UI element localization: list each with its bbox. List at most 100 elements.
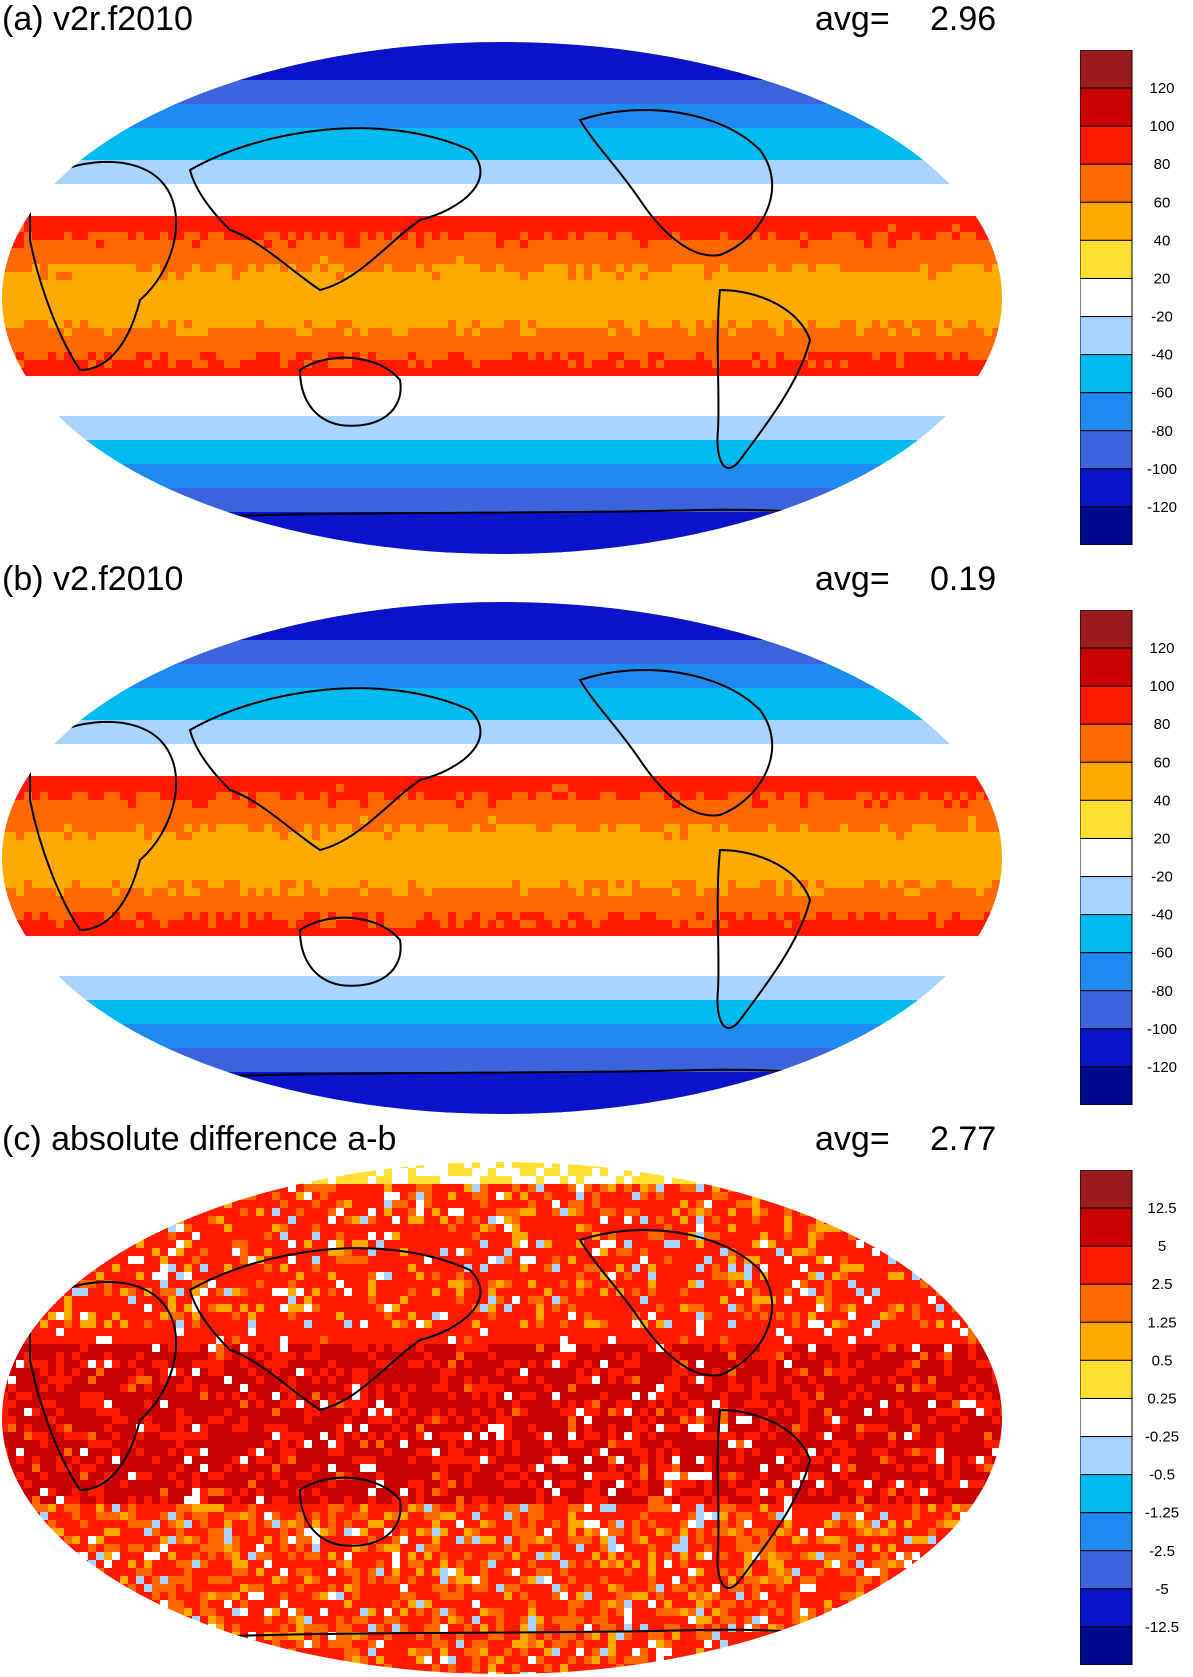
colorbar-swatch xyxy=(1080,1626,1133,1665)
coastline xyxy=(716,1408,812,1589)
colorbar-tick-label: 12.5 xyxy=(1147,1200,1176,1217)
colorbar-swatch xyxy=(1080,1588,1133,1628)
colorbar-tick-label: -60 xyxy=(1151,945,1173,962)
coastline xyxy=(298,916,402,987)
colorbar-tick-label: -20 xyxy=(1151,309,1173,326)
colorbar-swatch xyxy=(1080,837,1133,878)
colorbar-tick-label: -12.5 xyxy=(1145,1619,1179,1636)
colorbar-tick-label: 120 xyxy=(1149,80,1174,97)
avg-value: 2.96 xyxy=(930,0,996,38)
colorbar-swatch xyxy=(1080,914,1133,954)
coastline xyxy=(578,669,774,817)
colorbar-swatch xyxy=(1080,468,1133,508)
colorbar-tick-label: -120 xyxy=(1147,499,1177,516)
colorbar-tick-label: -40 xyxy=(1151,347,1173,364)
colorbar-tick-label: 20 xyxy=(1154,270,1171,287)
colorbar-swatch xyxy=(1080,201,1133,241)
colorbar-tick-label: -80 xyxy=(1151,423,1173,440)
colorbar-swatch xyxy=(1080,1474,1133,1514)
colorbar-tick-label: -100 xyxy=(1147,1021,1177,1038)
colorbar-swatch xyxy=(1080,239,1133,279)
coastline xyxy=(29,1280,178,1492)
colorbar-tick-label: 100 xyxy=(1149,678,1174,695)
colorbar-swatch xyxy=(1080,761,1133,801)
colorbar-c: 12.5 5 2.5 1.25 0.5 0.25 -0.25 -0.5 -1.25 -2.5 -5 -… xyxy=(1080,1170,1179,1665)
colorbar-tick-label: 20 xyxy=(1154,830,1171,847)
colorbar-tick-label: -60 xyxy=(1151,385,1173,402)
colorbar-swatch xyxy=(1080,990,1133,1030)
avg-label: avg= xyxy=(815,1120,890,1158)
avg-label: avg= xyxy=(815,560,890,598)
coastline xyxy=(578,109,774,257)
colorbar-tick-label: -1.25 xyxy=(1145,1505,1179,1522)
avg-value: 0.19 xyxy=(930,560,996,598)
colorbar-tick-label: 1.25 xyxy=(1147,1314,1176,1331)
colorbar-swatch xyxy=(1080,723,1133,763)
map-field xyxy=(2,42,1002,554)
colorbar-swatch xyxy=(1080,1028,1133,1068)
map-a xyxy=(2,42,1002,554)
map-c xyxy=(2,1162,1002,1674)
colorbar-tick-label: 5 xyxy=(1158,1238,1166,1255)
colorbar-tick-label: 0.25 xyxy=(1147,1390,1176,1407)
colorbar-swatch xyxy=(1080,610,1133,649)
map-b xyxy=(2,602,1002,1114)
colorbar-tick-label: 80 xyxy=(1154,716,1171,733)
colorbar-tick-label: 0.5 xyxy=(1152,1352,1173,1369)
colorbar-tick-label: -20 xyxy=(1151,869,1173,886)
colorbar-swatch xyxy=(1080,125,1133,165)
colorbar-swatch xyxy=(1080,1397,1133,1438)
colorbar-swatch xyxy=(1080,392,1133,432)
colorbar-swatch xyxy=(1080,1436,1133,1476)
colorbar-swatch xyxy=(1080,50,1133,89)
coastline xyxy=(29,720,178,932)
colorbar-swatch xyxy=(1080,354,1133,394)
panel-title: (c) absolute difference a-b xyxy=(2,1120,396,1158)
coastline xyxy=(716,848,812,1029)
panel-title: (b) v2.f2010 xyxy=(2,560,183,598)
colorbar-tick-label: 60 xyxy=(1154,194,1171,211)
colorbar-tick-label: 60 xyxy=(1154,754,1171,771)
colorbar-swatch xyxy=(1080,799,1133,839)
colorbar-swatch xyxy=(1080,1283,1133,1323)
colorbar-swatch xyxy=(1080,506,1133,545)
colorbar-tick-label: -0.25 xyxy=(1145,1429,1179,1446)
colorbar-tick-label: 120 xyxy=(1149,640,1174,657)
colorbar-swatch xyxy=(1080,685,1133,725)
map-field xyxy=(2,1162,1002,1674)
colorbar-tick-label: -100 xyxy=(1147,461,1177,478)
colorbar-tick-label: 2.5 xyxy=(1152,1276,1173,1293)
coastline xyxy=(188,687,482,852)
panel-title: (a) v2r.f2010 xyxy=(2,0,193,38)
colorbar-tick-label: -40 xyxy=(1151,907,1173,924)
colorbar-swatch xyxy=(1080,1359,1133,1399)
colorbar-tick-label: 100 xyxy=(1149,118,1174,135)
avg-label: avg= xyxy=(815,0,890,38)
colorbar-swatch xyxy=(1080,1207,1133,1247)
colorbar-swatch xyxy=(1080,277,1133,318)
colorbar-a: 120 100 80 60 40 20 -20 -40 -60 -80 -100 -120 xyxy=(1080,50,1177,545)
colorbar-tick-label: -5 xyxy=(1155,1581,1168,1598)
colorbar-swatch xyxy=(1080,1321,1133,1361)
panel-c: (c) absolute difference a-b avg= 2.77 12… xyxy=(0,1120,1193,1677)
coastline xyxy=(298,356,402,427)
coastline xyxy=(716,288,812,469)
colorbar-tick-label: -2.5 xyxy=(1149,1543,1175,1560)
coastline xyxy=(188,127,482,292)
colorbar-tick-label: 40 xyxy=(1154,232,1171,249)
colorbar-swatch xyxy=(1080,430,1133,470)
colorbar-swatch xyxy=(1080,163,1133,203)
panel-a: (a) v2r.f2010 avg= 2.96 120 100 80 60 40 20 -2… xyxy=(0,0,1193,560)
colorbar-tick-label: -80 xyxy=(1151,983,1173,1000)
colorbar-tick-label: 80 xyxy=(1154,156,1171,173)
panel-b: (b) v2.f2010 avg= 0.19 120 100 80 60 40 20 -20… xyxy=(0,560,1193,1120)
colorbar-swatch xyxy=(1080,1245,1133,1285)
colorbar-b: 120 100 80 60 40 20 -20 -40 -60 -80 -100 -120 xyxy=(1080,610,1177,1105)
colorbar-tick-label: -120 xyxy=(1147,1059,1177,1076)
coastline xyxy=(188,1247,482,1412)
colorbar-tick-label: 40 xyxy=(1154,792,1171,809)
colorbar-swatch xyxy=(1080,1512,1133,1552)
colorbar-swatch xyxy=(1080,1170,1133,1209)
colorbar-swatch xyxy=(1080,1550,1133,1590)
coastline xyxy=(578,1229,774,1377)
